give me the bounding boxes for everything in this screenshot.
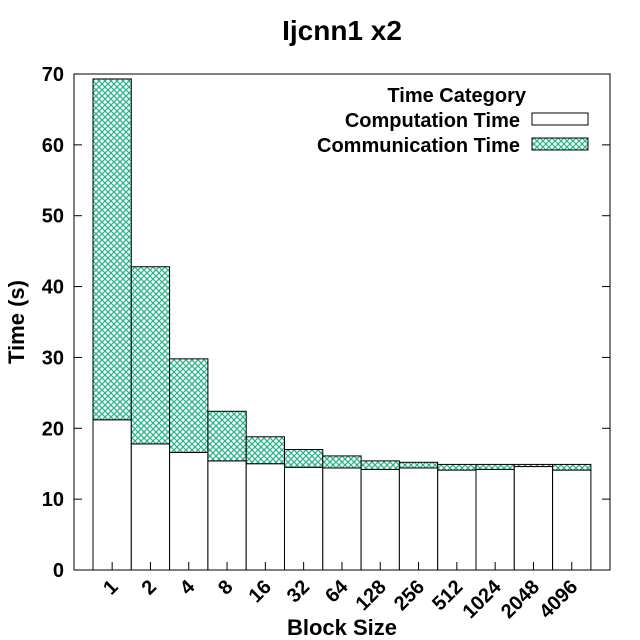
bar-computation-1024: [475, 468, 515, 571]
legend-swatch-computation: [531, 112, 589, 126]
x-tick-label: 16: [245, 576, 276, 607]
bar-computation-4: [169, 451, 209, 571]
y-axis-ticks: 0 10 20 30 40 50 60 70: [42, 64, 610, 582]
bar-computation-32: [284, 466, 324, 571]
bar-computation-8: [207, 460, 247, 571]
bar-communication-512: [437, 463, 477, 471]
legend: Time Category Computation Time Communica…: [317, 85, 589, 157]
bar-computation-256: [398, 467, 439, 571]
legend-swatch-communication: [531, 137, 589, 151]
x-tick-label: 32: [283, 576, 314, 607]
y-tick-label: 40: [42, 277, 64, 299]
x-tick-label: 128: [352, 576, 391, 615]
x-tick-label: 4096: [535, 576, 582, 623]
x-tick-label: 4: [176, 575, 200, 599]
y-tick-label: 50: [42, 206, 64, 228]
x-tick-label: 256: [390, 576, 429, 615]
legend-label-computation: Computation Time: [345, 110, 520, 132]
bar-communication-2048: [513, 463, 554, 468]
bar-computation-16: [245, 463, 285, 571]
bar-communication-2: [130, 266, 171, 445]
bar-communication-256: [398, 461, 439, 469]
bar-communication-16: [245, 436, 285, 465]
x-axis-label: Block Size: [287, 615, 397, 640]
bar-computation-512: [437, 469, 477, 571]
x-tick-label: 1: [99, 576, 122, 599]
x-tick-label: 1024: [459, 575, 507, 623]
legend-label-communication: Communication Time: [317, 135, 520, 157]
bar-computation-128: [360, 468, 400, 571]
bar-computation-2048: [513, 466, 554, 571]
bar-communication-4096: [552, 463, 592, 471]
x-tick-label: 2048: [497, 576, 544, 623]
legend-title: Time Category: [387, 85, 526, 107]
bars: [92, 78, 592, 571]
bar-computation-2: [130, 443, 171, 571]
y-tick-label: 70: [42, 64, 64, 86]
bar-communication-32: [284, 449, 324, 468]
x-tick-label: 8: [214, 576, 237, 599]
x-tick-label: 2: [138, 576, 161, 599]
y-axis-label: Time (s): [4, 280, 29, 364]
bar-computation-1: [92, 419, 132, 571]
bar-communication-4: [169, 358, 209, 453]
y-tick-label: 30: [42, 347, 64, 369]
bar-communication-1: [92, 78, 132, 421]
bar-computation-64: [322, 467, 362, 571]
x-tick-label: 64: [321, 575, 353, 607]
y-tick-label: 20: [42, 418, 64, 440]
y-tick-label: 0: [53, 560, 64, 582]
bar-communication-64: [322, 455, 362, 469]
chart-title: Ijcnn1 x2: [282, 15, 402, 46]
bar-computation-4096: [552, 469, 592, 571]
bar-communication-128: [360, 460, 400, 470]
bar-communication-1024: [475, 463, 515, 470]
bar-communication-8: [207, 410, 247, 462]
y-tick-label: 10: [42, 489, 64, 511]
y-tick-label: 60: [42, 135, 64, 157]
plot-frame: [73, 73, 611, 571]
